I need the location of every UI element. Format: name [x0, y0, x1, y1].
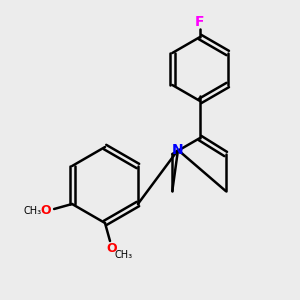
Text: N: N — [172, 143, 184, 157]
Text: F: F — [195, 15, 205, 29]
Text: O: O — [41, 205, 51, 218]
Text: CH₃: CH₃ — [115, 250, 133, 260]
Text: CH₃: CH₃ — [23, 206, 41, 216]
Text: O: O — [107, 242, 117, 256]
